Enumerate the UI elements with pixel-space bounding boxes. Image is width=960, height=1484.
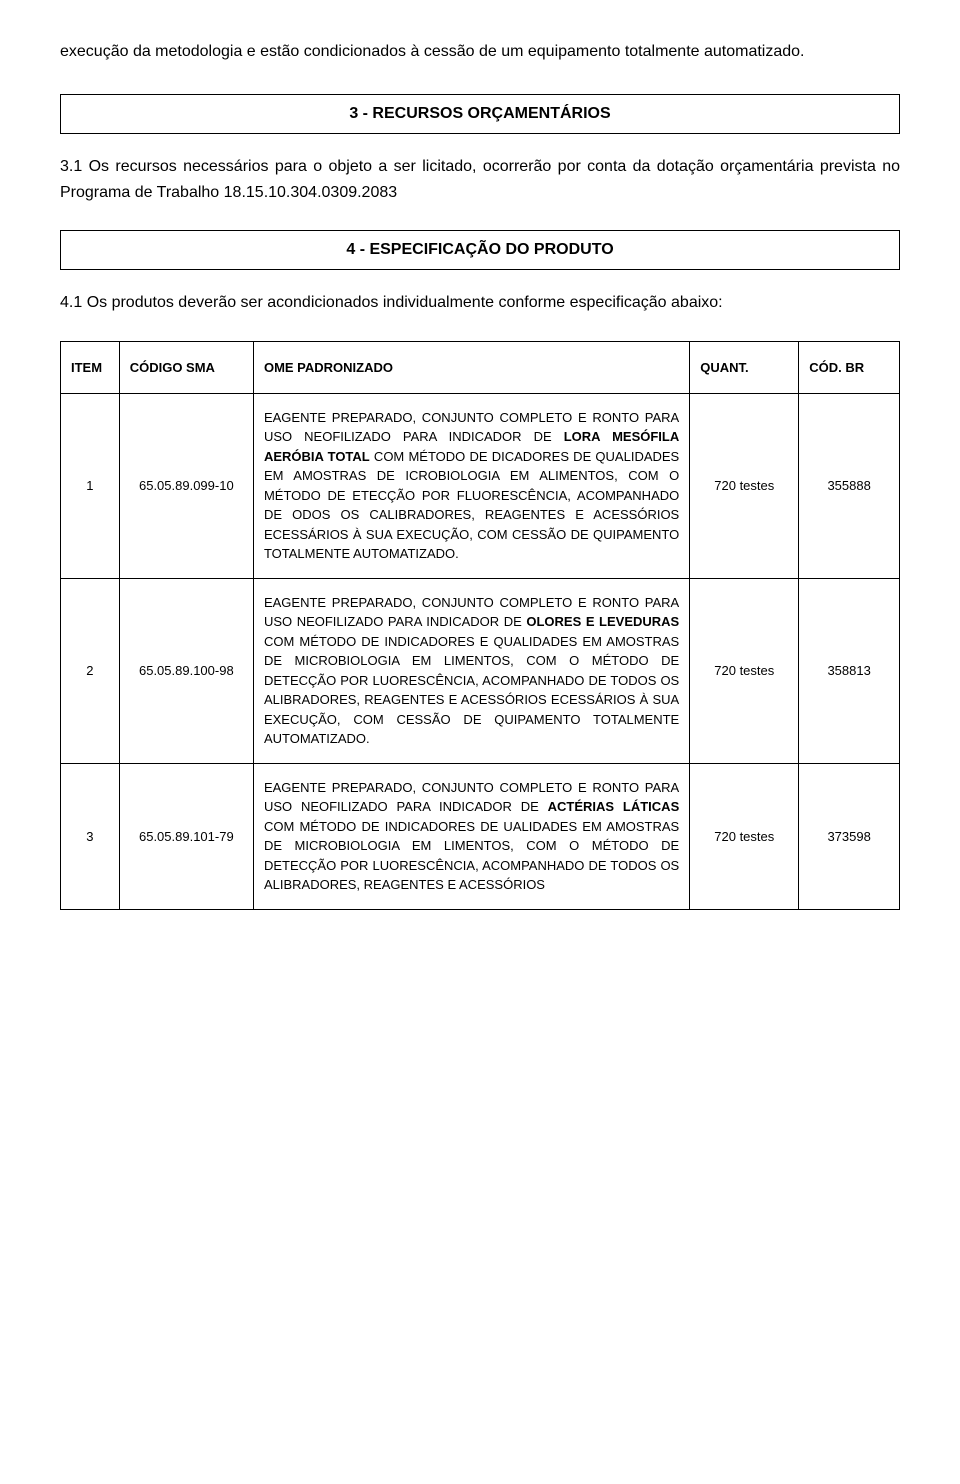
cell-codigo: 65.05.89.100-98: [119, 578, 253, 763]
desc-post: COM MÉTODO DE INDICADORES DE UALIDADES E…: [264, 819, 679, 893]
cell-item: 1: [61, 393, 120, 578]
cell-quant: 720 testes: [690, 763, 799, 909]
desc-post: COM MÉTODO DE INDICADORES E QUALIDADES E…: [264, 634, 679, 747]
cell-quant: 720 testes: [690, 393, 799, 578]
cell-codbr: 373598: [799, 763, 900, 909]
cell-item: 2: [61, 578, 120, 763]
spec-table: ITEM CÓDIGO SMA OME PADRONIZADO QUANT. C…: [60, 341, 900, 910]
header-codbr: CÓD. BR: [799, 341, 900, 393]
desc-post: COM MÉTODO DE DICADORES DE QUALIDADES EM…: [264, 449, 679, 562]
section-3-title-box: 3 - RECURSOS ORÇAMENTÁRIOS: [60, 94, 900, 134]
header-item: ITEM: [61, 341, 120, 393]
cell-desc: EAGENTE PREPARADO, CONJUNTO COMPLETO E R…: [253, 393, 689, 578]
desc-bold: OLORES E LEVEDURAS: [526, 614, 679, 629]
section-3-paragraph: 3.1 Os recursos necessários para o objet…: [60, 154, 900, 205]
section-4-paragraph: 4.1 Os produtos deverão ser acondicionad…: [60, 290, 900, 316]
cell-quant: 720 testes: [690, 578, 799, 763]
desc-bold: ACTÉRIAS LÁTICAS: [548, 799, 680, 814]
cell-codbr: 355888: [799, 393, 900, 578]
table-row: 3 65.05.89.101-79 EAGENTE PREPARADO, CON…: [61, 763, 900, 909]
table-row: 1 65.05.89.099-10 EAGENTE PREPARADO, CON…: [61, 393, 900, 578]
header-nome: OME PADRONIZADO: [253, 341, 689, 393]
cell-desc: EAGENTE PREPARADO, CONJUNTO COMPLETO E R…: [253, 578, 689, 763]
cell-codigo: 65.05.89.099-10: [119, 393, 253, 578]
intro-paragraph: execução da metodologia e estão condicio…: [60, 40, 900, 64]
header-codigo: CÓDIGO SMA: [119, 341, 253, 393]
table-row: 2 65.05.89.100-98 EAGENTE PREPARADO, CON…: [61, 578, 900, 763]
cell-item: 3: [61, 763, 120, 909]
cell-codigo: 65.05.89.101-79: [119, 763, 253, 909]
header-quant: QUANT.: [690, 341, 799, 393]
cell-codbr: 358813: [799, 578, 900, 763]
cell-desc: EAGENTE PREPARADO, CONJUNTO COMPLETO E R…: [253, 763, 689, 909]
section-4-title-box: 4 - ESPECIFICAÇÃO DO PRODUTO: [60, 230, 900, 270]
table-header-row: ITEM CÓDIGO SMA OME PADRONIZADO QUANT. C…: [61, 341, 900, 393]
